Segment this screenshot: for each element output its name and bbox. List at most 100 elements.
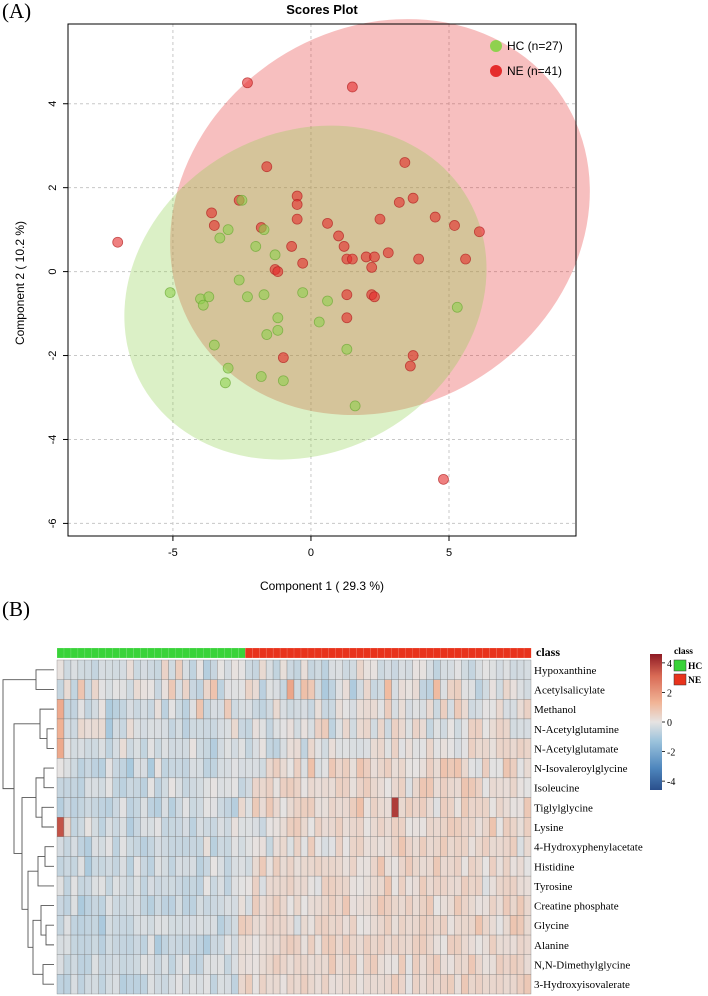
- class-cell-ne: [482, 647, 490, 659]
- heatmap-cell: [91, 718, 99, 739]
- heatmap-cell: [440, 915, 448, 936]
- heatmap-cell: [224, 758, 232, 779]
- heatmap-cell: [161, 738, 169, 759]
- class-cell-ne: [321, 647, 330, 659]
- heatmap-cell: [426, 797, 434, 818]
- heatmap-cell: [231, 934, 239, 955]
- point-ne: [272, 266, 284, 278]
- heatmap-cell: [349, 895, 357, 916]
- heatmap-cell: [272, 915, 281, 936]
- heatmap-cell: [523, 875, 532, 896]
- heatmap-cell: [147, 817, 155, 837]
- heatmap-cell: [391, 758, 399, 779]
- heatmap-cell: [509, 659, 518, 680]
- heatmap-cell: [391, 915, 399, 936]
- heatmap-cell: [217, 797, 225, 818]
- heatmap-cell: [84, 974, 93, 995]
- class-cell-hc: [203, 647, 211, 659]
- heatmap-cell: [363, 738, 371, 759]
- heatmap-cell: [328, 718, 336, 739]
- heatmap-cell: [384, 875, 392, 896]
- heatmap-cell: [126, 679, 134, 700]
- heatmap-cell: [203, 934, 211, 955]
- heatmap-cell: [217, 856, 225, 877]
- heatmap-cell: [328, 934, 336, 955]
- heatmap-cell: [245, 679, 253, 700]
- heatmap-cell: [370, 856, 378, 877]
- heatmap-cell: [349, 954, 357, 975]
- heatmap-cell: [468, 777, 476, 798]
- heatmap-cell: [203, 797, 211, 818]
- heatmap-cell: [140, 915, 148, 936]
- heatmap-cell: [342, 679, 350, 700]
- heatmap-cell: [126, 836, 134, 857]
- heatmap-cell: [509, 718, 518, 739]
- class-cell-hc: [161, 647, 169, 659]
- heatmap-cell: [342, 836, 350, 857]
- heatmap-cell: [238, 738, 246, 759]
- heatmap-cell: [391, 659, 399, 680]
- heatmap-cell: [426, 758, 434, 779]
- heatmap-cell: [84, 895, 93, 916]
- heatmap-cell: [516, 718, 525, 739]
- heatmap-cell: [475, 777, 483, 798]
- point-hc: [208, 339, 220, 351]
- heatmap-cell: [238, 758, 246, 779]
- heatmap-cell: [314, 699, 323, 720]
- heatmap-cell: [391, 954, 399, 975]
- heatmap-cell: [98, 915, 106, 936]
- heatmap-cell: [161, 699, 169, 720]
- heatmap-cell: [196, 718, 204, 739]
- heatmap-cell: [105, 875, 113, 896]
- point-hc: [272, 312, 284, 324]
- dendrogram-link: [42, 964, 54, 985]
- heatmap-cell: [412, 777, 420, 798]
- heatmap-cell: [56, 875, 65, 896]
- dendrogram-link: [32, 919, 43, 975]
- heatmap-cell: [349, 699, 357, 720]
- heatmap-cell: [168, 699, 176, 720]
- heatmap-cell: [252, 817, 260, 837]
- class-cell-ne: [461, 647, 469, 659]
- point-hc: [451, 301, 463, 313]
- heatmap-cell: [286, 738, 295, 759]
- heatmap-cell: [509, 777, 518, 798]
- heatmap-cell: [461, 699, 469, 720]
- heatmap-cell: [140, 659, 148, 680]
- point-hc: [258, 289, 270, 301]
- heatmap-cell: [475, 679, 483, 700]
- heatmap-cell: [293, 738, 302, 759]
- heatmap-cell: [384, 934, 392, 955]
- heatmap-cell: [161, 895, 169, 916]
- heatmap-cell: [489, 974, 497, 995]
- heatmap-cell: [440, 718, 448, 739]
- color-scale-tick-label: 2: [667, 688, 672, 699]
- heatmap-cell: [286, 934, 295, 955]
- heatmap-cell: [426, 817, 434, 837]
- color-scale-ticks: 4 2 0 -2 -4: [662, 659, 675, 788]
- heatmap-cell: [523, 915, 532, 936]
- heatmap-cell: [300, 856, 309, 877]
- heatmap-cell: [210, 738, 218, 759]
- heatmap-cell: [349, 679, 357, 700]
- heatmap-cell: [224, 934, 232, 955]
- heatmap-cell: [461, 817, 469, 837]
- heatmap-cell: [489, 679, 497, 700]
- class-cell-hc: [196, 647, 204, 659]
- heatmap-cell: [509, 758, 518, 779]
- y-tick-label: 0: [47, 269, 59, 275]
- heatmap-cell: [189, 856, 197, 877]
- heatmap-cell: [154, 915, 162, 936]
- heatmap-cell: [356, 915, 364, 936]
- heatmap-cell: [475, 974, 483, 995]
- heatmap-cell: [335, 699, 343, 720]
- heatmap-cell: [224, 777, 232, 798]
- heatmap-cell: [91, 895, 99, 916]
- heatmap-cell: [252, 758, 260, 779]
- heatmap-cell: [63, 797, 72, 818]
- heatmap-cell: [238, 954, 246, 975]
- heatmap-cell: [175, 718, 183, 739]
- heatmap-cell: [140, 797, 148, 818]
- y-tick-label: 4: [47, 101, 59, 107]
- heatmap-cell: [293, 718, 302, 739]
